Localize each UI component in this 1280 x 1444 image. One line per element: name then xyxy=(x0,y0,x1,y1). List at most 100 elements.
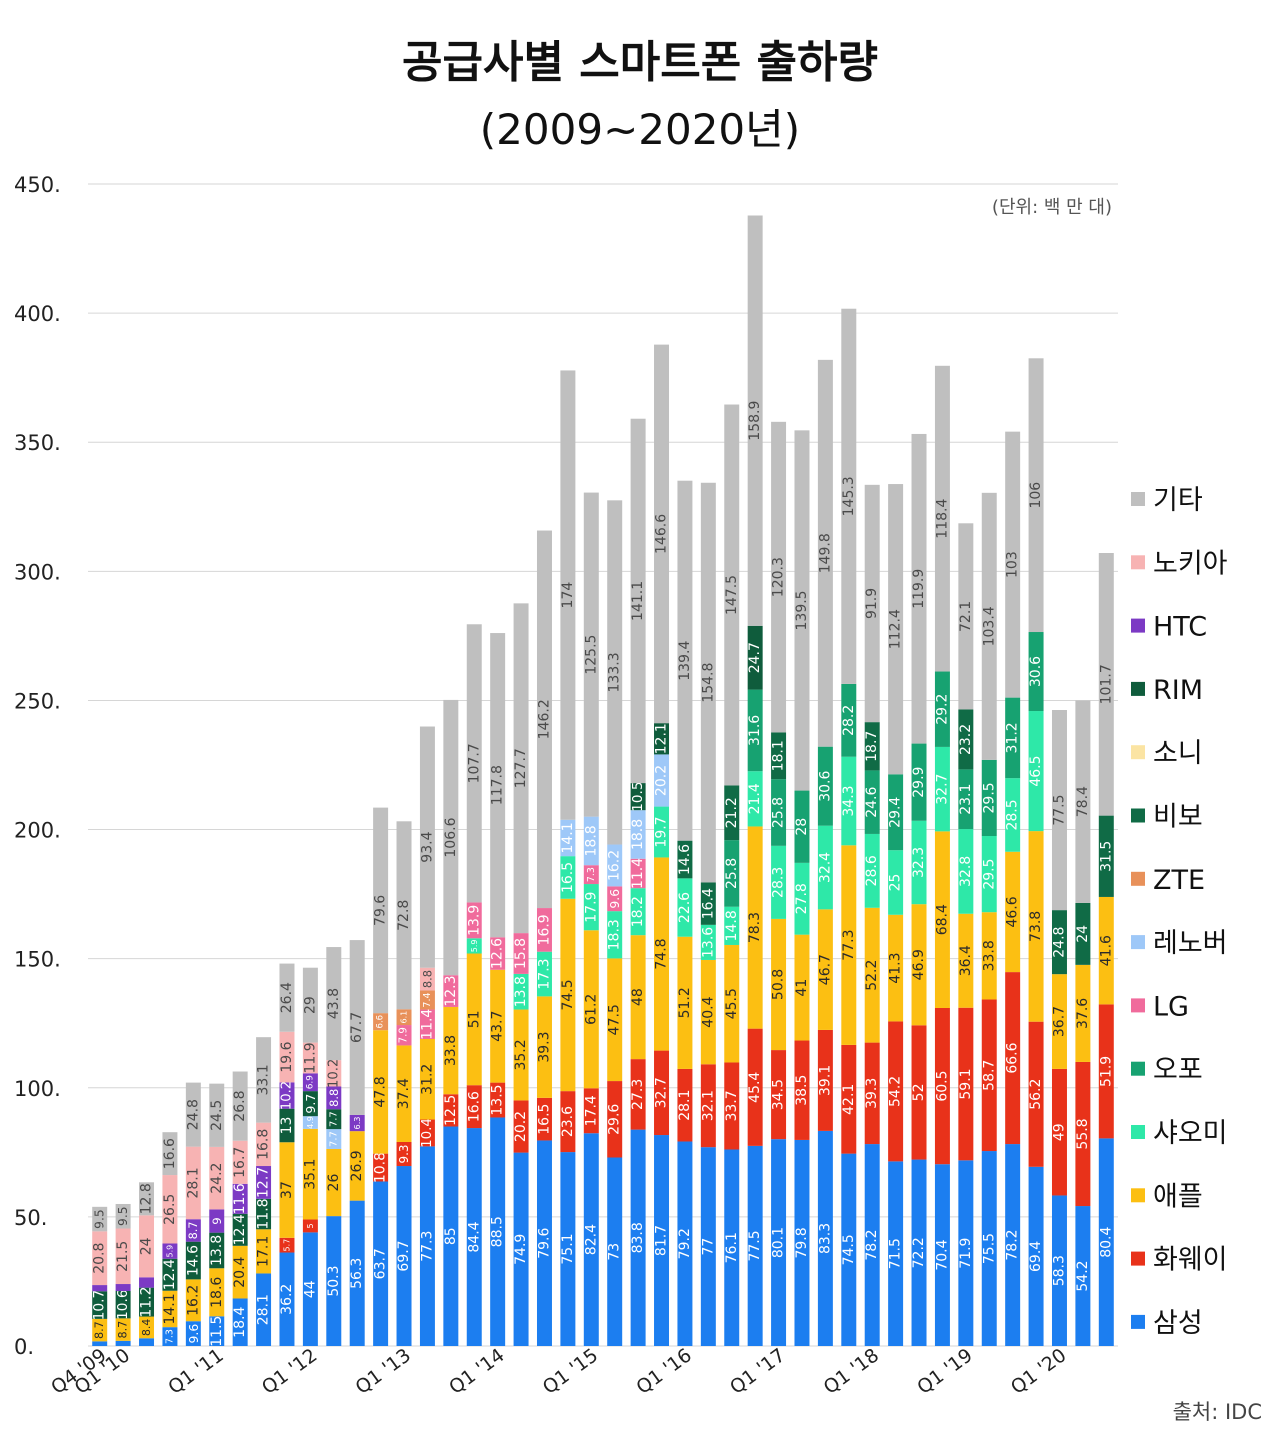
bar-segment xyxy=(771,1050,787,1140)
data-label: 24.8 xyxy=(1051,927,1067,958)
data-label: 7.7 xyxy=(328,1111,339,1127)
data-label: 15.8 xyxy=(513,938,529,969)
data-label: 120.3 xyxy=(771,557,787,597)
bar-segment xyxy=(466,938,482,954)
bar-segment xyxy=(911,904,927,1026)
bar-segment xyxy=(607,1081,623,1158)
bar-segment xyxy=(1098,815,1114,897)
data-label: 29.6 xyxy=(607,1104,623,1135)
bar-segment xyxy=(841,308,857,684)
bar-segment xyxy=(373,1030,389,1154)
bar-segment xyxy=(981,999,997,1152)
bar-segment xyxy=(115,1290,131,1319)
data-label: 16.5 xyxy=(536,1104,552,1135)
data-label: 85 xyxy=(443,1227,459,1245)
data-label: 27.3 xyxy=(630,1079,646,1110)
bar-segment xyxy=(958,1007,974,1161)
data-label: 9.6 xyxy=(186,1324,201,1344)
bar-segment xyxy=(373,1013,389,1031)
data-label: 16.6 xyxy=(466,1091,482,1122)
legend-label: 비보 xyxy=(1153,802,1203,833)
data-label: 29.9 xyxy=(911,767,927,798)
bar-segment xyxy=(1098,552,1114,816)
data-label: 32.3 xyxy=(911,847,927,878)
bar-segment xyxy=(654,1050,670,1136)
bar-segment xyxy=(466,1085,482,1129)
bar-segment xyxy=(490,1117,506,1346)
bar-segment xyxy=(747,1145,763,1346)
bar-segment xyxy=(583,1088,599,1134)
data-label: 12.4 xyxy=(232,1214,248,1245)
bar-segment xyxy=(958,523,974,710)
data-label: 50.8 xyxy=(771,969,787,1000)
y-tick-label: 0. xyxy=(14,1335,34,1359)
data-label: 18.2 xyxy=(630,896,646,927)
bar-segment xyxy=(139,1215,155,1278)
bar-segment xyxy=(817,825,833,910)
bar-segment xyxy=(536,951,552,997)
data-label: 11.2 xyxy=(139,1287,155,1318)
data-label: 58.7 xyxy=(981,1060,997,1091)
data-label: 6.6 xyxy=(376,1015,386,1029)
data-label: 23.6 xyxy=(560,1106,576,1137)
unit-label: (단위: 백 만 대) xyxy=(991,197,1112,218)
data-label: 26 xyxy=(326,1174,342,1192)
y-tick-label: 400. xyxy=(14,302,61,326)
data-label: 50.3 xyxy=(326,1265,342,1296)
x-tick-label: Q1 '13 xyxy=(351,1344,414,1399)
bar-segment xyxy=(771,421,787,733)
bar-segment xyxy=(185,1082,201,1147)
bar-segment xyxy=(466,902,482,939)
bar-segment xyxy=(864,1144,880,1346)
x-tick-label: Q1 '18 xyxy=(820,1344,883,1399)
bar-segment xyxy=(888,850,904,915)
legend-swatch xyxy=(1131,555,1145,570)
data-label: 76.1 xyxy=(724,1232,740,1263)
data-label: 118.4 xyxy=(934,499,950,539)
bar-segment xyxy=(92,1318,108,1342)
bar-segment xyxy=(466,1128,482,1346)
data-label: 25 xyxy=(888,874,904,892)
bar-segment xyxy=(115,1228,131,1285)
bar-segment xyxy=(92,1285,108,1292)
data-label: 79.6 xyxy=(536,1228,552,1259)
data-label: 28.6 xyxy=(864,855,880,886)
bar-segment xyxy=(302,1073,318,1092)
bar-segment xyxy=(279,1031,295,1083)
bar-segment xyxy=(1098,1004,1114,1139)
bar-segment xyxy=(443,975,459,1007)
bar-segment xyxy=(981,492,997,760)
bar-segment xyxy=(536,1097,552,1141)
bar-segment xyxy=(724,1062,740,1150)
data-label: 18.3 xyxy=(607,919,623,950)
data-label: 88.5 xyxy=(490,1216,506,1247)
data-label: 56.2 xyxy=(1028,1079,1044,1110)
bar-segment xyxy=(1051,709,1067,911)
bar-segment xyxy=(373,1181,389,1346)
data-label: 13.8 xyxy=(513,976,529,1007)
data-label: 21.2 xyxy=(724,797,740,828)
y-tick-label: 350. xyxy=(14,431,61,455)
bar-segment xyxy=(888,774,904,851)
data-label: 78.2 xyxy=(1005,1229,1021,1260)
bar-segment xyxy=(209,1316,225,1346)
data-label: 139.5 xyxy=(794,590,810,630)
data-label: 46.9 xyxy=(911,949,927,980)
x-tick-label: Q1 '16 xyxy=(632,1344,695,1399)
bar-segment xyxy=(1028,831,1044,1022)
bar-segment xyxy=(349,1131,365,1201)
data-label: 12.7 xyxy=(256,1167,272,1198)
bar-segment xyxy=(466,953,482,1086)
data-label: 28.5 xyxy=(1005,799,1021,830)
data-label: 61.2 xyxy=(583,994,599,1025)
bar-segment xyxy=(911,1025,927,1160)
legend-label: 노키아 xyxy=(1153,548,1228,579)
bar-segment xyxy=(302,1219,318,1233)
bar-segment xyxy=(232,1245,248,1299)
data-label: 72.1 xyxy=(958,601,974,632)
data-label: 72.2 xyxy=(911,1237,927,1268)
data-label: 27.8 xyxy=(794,883,810,914)
bar-segment xyxy=(513,1009,529,1101)
data-label: 41.3 xyxy=(888,953,904,984)
bar-segment xyxy=(232,1298,248,1346)
